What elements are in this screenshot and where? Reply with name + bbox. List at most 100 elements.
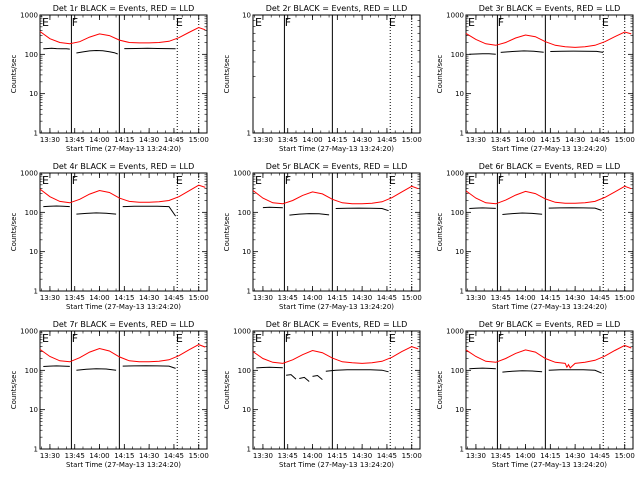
y-axis-label: Counts/sec (223, 213, 231, 252)
y-tick-label: 1 (460, 130, 464, 138)
y-tick-label: 1000 (446, 12, 464, 20)
x-tick-label: 15:00 (189, 136, 209, 144)
attenuator-marker-label: E (176, 16, 183, 29)
x-tick-label: 14:15 (327, 136, 347, 144)
x-tick-label: 14:30 (565, 136, 585, 144)
x-tick-label: 14:15 (540, 294, 560, 302)
y-tick-label: 10 (242, 248, 251, 256)
attenuator-marker-label: F (72, 174, 78, 187)
y-axis-label: Counts/sec (10, 55, 18, 94)
x-tick-label: 14:30 (565, 452, 585, 460)
x-tick-label: 14:45 (164, 136, 184, 144)
attenuator-marker-label: E (468, 174, 475, 187)
x-tick-label: 14:45 (377, 452, 397, 460)
x-tick-label: 13:45 (491, 294, 511, 302)
x-axis-label: Start Time (27-May-13 13:24:20) (66, 145, 181, 153)
x-tick-label: 14:30 (139, 294, 159, 302)
x-tick-label: 13:45 (491, 136, 511, 144)
attenuator-marker-label: E (389, 16, 396, 29)
y-tick-label: 10 (455, 248, 464, 256)
attenuator-marker-label: E (176, 332, 183, 345)
x-tick-label: 13:30 (466, 136, 486, 144)
x-tick-label: 13:45 (65, 294, 85, 302)
x-tick-label: 14:30 (139, 452, 159, 460)
x-tick-label: 13:45 (278, 136, 298, 144)
x-tick-label: 14:15 (114, 452, 134, 460)
y-tick-label: 10 (455, 406, 464, 414)
y-tick-label: 1 (247, 130, 251, 138)
y-axis-label: Counts/sec (436, 55, 444, 94)
x-tick-label: 14:00 (89, 452, 109, 460)
y-tick-label: 1 (460, 446, 464, 454)
attenuator-marker-label: F (72, 332, 78, 345)
panel-title: Det 9r BLACK = Events, RED = LLD (479, 320, 621, 329)
y-tick-label: 1000 (20, 328, 38, 336)
x-tick-label: 14:00 (89, 294, 109, 302)
x-tick-label: 15:00 (189, 452, 209, 460)
x-tick-label: 14:30 (139, 136, 159, 144)
attenuator-marker-label: E (255, 332, 262, 345)
x-tick-label: 15:00 (402, 452, 422, 460)
y-axis-label: Counts/sec (223, 371, 231, 410)
attenuator-marker-label: F (72, 16, 78, 29)
y-tick-label: 1 (460, 288, 464, 296)
x-tick-label: 14:15 (540, 452, 560, 460)
y-tick-label: 10 (29, 90, 38, 98)
y-tick-label: 10 (29, 248, 38, 256)
panel-title: Det 5r BLACK = Events, RED = LLD (266, 162, 408, 171)
y-tick-label: 100 (451, 209, 464, 217)
y-axis-label: Counts/sec (436, 371, 444, 410)
y-tick-label: 1 (34, 130, 38, 138)
x-tick-label: 13:30 (466, 294, 486, 302)
attenuator-marker-label: E (176, 174, 183, 187)
x-tick-label: 14:15 (540, 136, 560, 144)
attenuator-marker-label: E (42, 16, 49, 29)
y-axis-label: Counts/sec (10, 371, 18, 410)
x-tick-label: 14:00 (302, 452, 322, 460)
x-tick-label: 13:30 (40, 452, 60, 460)
x-tick-label: 13:45 (65, 452, 85, 460)
x-tick-label: 13:30 (253, 294, 273, 302)
x-axis-label: Start Time (27-May-13 13:24:20) (66, 461, 181, 469)
x-tick-label: 14:45 (590, 294, 610, 302)
x-tick-label: 14:30 (352, 452, 372, 460)
x-tick-label: 13:45 (65, 136, 85, 144)
x-tick-label: 13:30 (40, 136, 60, 144)
attenuator-marker-label: F (498, 332, 504, 345)
panel-title: Det 1r BLACK = Events, RED = LLD (53, 4, 195, 13)
x-tick-label: 14:15 (327, 294, 347, 302)
y-tick-label: 1000 (20, 12, 38, 20)
attenuator-marker-label: F (285, 332, 291, 345)
y-tick-label: 1 (34, 288, 38, 296)
x-tick-label: 14:15 (327, 452, 347, 460)
x-tick-label: 15:00 (615, 136, 635, 144)
x-tick-label: 15:00 (615, 294, 635, 302)
y-axis-label: Counts/sec (10, 213, 18, 252)
y-tick-label: 100 (238, 209, 251, 217)
x-tick-label: 14:00 (302, 294, 322, 302)
y-axis-label: Counts/sec (223, 55, 231, 94)
y-tick-label: 1000 (446, 170, 464, 178)
x-tick-label: 14:00 (515, 452, 535, 460)
panel-title: Det 4r BLACK = Events, RED = LLD (53, 162, 195, 171)
x-tick-label: 14:15 (114, 294, 134, 302)
y-tick-label: 100 (238, 367, 251, 375)
y-tick-label: 10 (29, 406, 38, 414)
x-axis-label: Start Time (27-May-13 13:24:20) (492, 461, 607, 469)
x-tick-label: 15:00 (402, 136, 422, 144)
attenuator-marker-label: E (42, 174, 49, 187)
x-tick-label: 14:15 (114, 136, 134, 144)
x-axis-label: Start Time (27-May-13 13:24:20) (279, 145, 394, 153)
y-tick-label: 1 (247, 446, 251, 454)
attenuator-marker-label: F (285, 16, 291, 29)
attenuator-marker-label: E (602, 16, 609, 29)
panel-title: Det 8r BLACK = Events, RED = LLD (266, 320, 408, 329)
x-axis-label: Start Time (27-May-13 13:24:20) (279, 303, 394, 311)
y-tick-label: 10 (242, 406, 251, 414)
attenuator-marker-label: E (389, 174, 396, 187)
x-tick-label: 14:30 (352, 294, 372, 302)
panel-title: Det 3r BLACK = Events, RED = LLD (479, 4, 621, 13)
x-tick-label: 15:00 (189, 294, 209, 302)
